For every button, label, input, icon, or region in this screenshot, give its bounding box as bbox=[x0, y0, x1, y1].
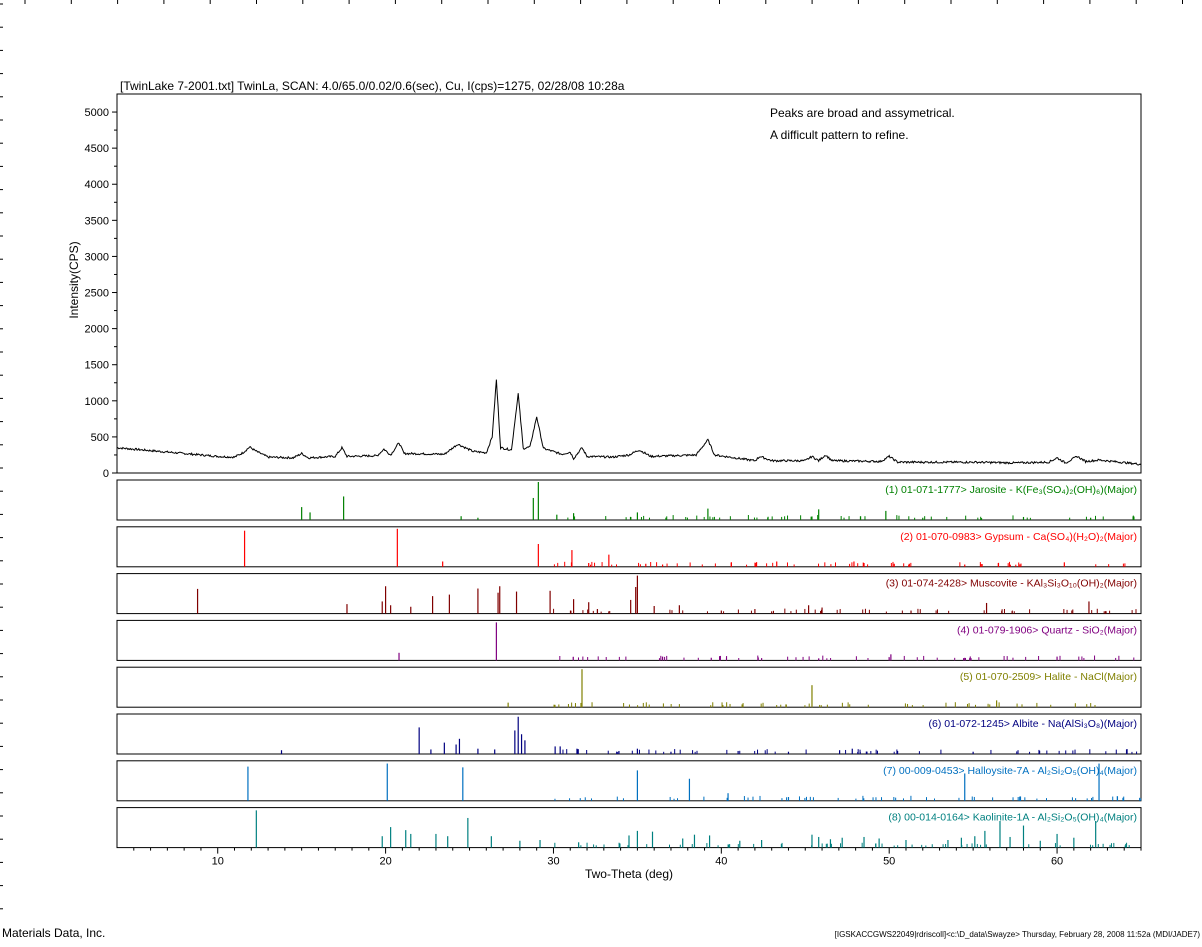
x-tick-label: 40 bbox=[715, 856, 727, 868]
x-axis-ticks: 10 20 30 40 50 60 bbox=[133, 847, 1142, 868]
reference-panel-frame bbox=[116, 526, 1142, 568]
chart-header: [TwinLake 7-2001.txt] TwinLa, SCAN: 4.0/… bbox=[120, 79, 625, 93]
reference-label: (1) 01-071-1777> Jarosite - K(Fe₃(SO₄)₂(… bbox=[885, 484, 1137, 496]
reference-panel: (1) 01-071-1777> Jarosite - K(Fe₃(SO₄)₂(… bbox=[116, 479, 1142, 521]
reference-panel: (7) 00-009-0453> Halloysite-7A - Al₂Si₂O… bbox=[116, 760, 1142, 802]
reference-panel: (4) 01-079-1906> Quartz - SiO₂(Major) bbox=[116, 619, 1142, 661]
reference-panel-frame bbox=[116, 760, 1142, 802]
y-tick-label: 500 bbox=[91, 432, 109, 444]
y-tick-label: 4500 bbox=[85, 143, 109, 155]
main-plot-frame bbox=[116, 93, 1142, 474]
x-tick-label: 30 bbox=[547, 856, 559, 868]
reference-label: (4) 01-079-1906> Quartz - SiO₂(Major) bbox=[957, 624, 1137, 636]
y-axis-label: Intensity(CPS) bbox=[67, 241, 81, 318]
y-tick-label: 1000 bbox=[85, 396, 109, 408]
y-tick-label: 3500 bbox=[85, 215, 109, 227]
reference-panel: (6) 01-072-1245> Albite - Na(AlSi₃O₈)(Ma… bbox=[116, 713, 1142, 755]
reference-panel: (8) 00-014-0164> Kaolinite-1A - Al₂Si₂O₅… bbox=[116, 807, 1142, 849]
y-tick-label: 2000 bbox=[85, 324, 109, 336]
y-tick-label: 5000 bbox=[85, 107, 109, 119]
reference-label: (3) 01-074-2428> Muscovite - KAl₃Si₃O₁₀(… bbox=[886, 578, 1137, 590]
x-tick-label: 50 bbox=[883, 856, 895, 868]
reference-panels: (1) 01-071-1777> Jarosite - K(Fe₃(SO₄)₂(… bbox=[116, 479, 1142, 849]
reference-panel-frame bbox=[116, 479, 1142, 521]
reference-label: (7) 00-009-0453> Halloysite-7A - Al₂Si₂O… bbox=[883, 765, 1137, 777]
reference-panel-frame bbox=[116, 573, 1142, 615]
x-tick-label: 10 bbox=[212, 856, 224, 868]
x-tick-label: 60 bbox=[1051, 856, 1063, 868]
main-plot: 0 500 1000 1500 2000 2500 3000 3500 4000 4500 5000 bbox=[85, 93, 1142, 480]
footer-info: [IGSKACCGWS22049|rdriscoll]<c:\D_data\Sw… bbox=[834, 930, 1200, 939]
annotation-line-1: Peaks are broad and assymetrical. bbox=[770, 106, 955, 120]
y-tick-label: 0 bbox=[103, 468, 109, 480]
reference-panel-frame bbox=[116, 619, 1142, 661]
reference-panel: (5) 01-070-2509> Halite - NaCl(Major) bbox=[116, 666, 1142, 708]
annotation-line-2: A difficult pattern to refine. bbox=[770, 128, 909, 142]
reference-panel-frame bbox=[116, 713, 1142, 755]
frame-ticks bbox=[0, 0, 1183, 910]
reference-label: (5) 01-070-2509> Halite - NaCl(Major) bbox=[960, 671, 1137, 683]
reference-panel: (2) 01-070-0983> Gypsum - Ca(SO₄)(H₂O)₂(… bbox=[116, 526, 1142, 568]
y-tick-label: 1500 bbox=[85, 360, 109, 372]
pattern-line bbox=[116, 379, 1142, 466]
x-tick-label: 20 bbox=[379, 856, 391, 868]
reference-label: (8) 00-014-0164> Kaolinite-1A - Al₂Si₂O₅… bbox=[888, 812, 1137, 824]
reference-label: (6) 01-072-1245> Albite - Na(AlSi₃O₈)(Ma… bbox=[929, 718, 1138, 730]
y-tick-label: 4000 bbox=[85, 179, 109, 191]
y-tick-label: 2500 bbox=[85, 288, 109, 300]
x-axis-label: Two-Theta (deg) bbox=[585, 867, 673, 881]
footer-company: Materials Data, Inc. bbox=[2, 926, 106, 940]
reference-panel: (3) 01-074-2428> Muscovite - KAl₃Si₃O₁₀(… bbox=[116, 573, 1142, 615]
reference-label: (2) 01-070-0983> Gypsum - Ca(SO₄)(H₂O)₂(… bbox=[900, 531, 1137, 543]
y-tick-label: 3000 bbox=[85, 251, 109, 263]
